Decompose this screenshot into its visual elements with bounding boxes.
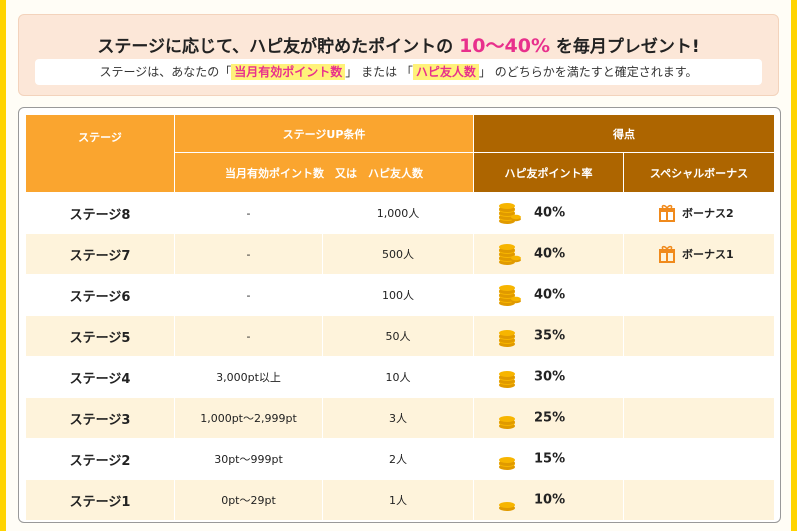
- gift-icon: [658, 204, 676, 222]
- gift-icon: [658, 245, 676, 263]
- subheader-rate: ハピ友ポイント率: [473, 152, 624, 193]
- special-bonus-cell: [623, 315, 775, 357]
- subheader-condition: 当月有効ポイント数 又は ハピ友人数: [174, 152, 474, 193]
- coin-stack-icon: [496, 242, 522, 266]
- table-row: ステージ6-100人 40%: [25, 274, 775, 316]
- column-header-condition: ステージUP条件: [174, 114, 474, 153]
- stage-name: ステージ4: [25, 356, 175, 398]
- points-condition: 1,000pt〜2,999pt: [174, 397, 323, 439]
- table-row: ステージ3 1,000pt〜2,999pt 3人 25%: [25, 397, 775, 439]
- friends-condition: 1人: [322, 479, 474, 521]
- coin-stack-icon: [496, 324, 522, 348]
- points-condition: -: [174, 315, 323, 357]
- point-rate-cell: 40%: [473, 192, 624, 234]
- table-row: ステージ1 0pt〜29pt 1人 10%: [25, 479, 775, 521]
- bonus-label: ボーナス2: [682, 207, 734, 220]
- point-rate-cell: 25%: [473, 397, 624, 439]
- coin-stack-icon: [496, 488, 522, 512]
- column-header-score: 得点: [473, 114, 775, 153]
- note-text: ステージは、あなたの「: [99, 65, 232, 79]
- points-condition: 3,000pt以上: [174, 356, 323, 398]
- point-rate-cell: 40%: [473, 233, 624, 275]
- headline: ステージに応じて、ハピ友が貯めたポイントの 10〜40% を毎月プレゼント!: [19, 31, 778, 58]
- info-banner: ステージに応じて、ハピ友が貯めたポイントの 10〜40% を毎月プレゼント! ス…: [18, 14, 779, 96]
- coin-stack-icon: [496, 447, 522, 471]
- stage-table-card: ステージ ステージUP条件 得点 当月有効ポイント数 又は ハピ友人数 ハピ友ポ…: [18, 107, 781, 523]
- point-rate-cell: 15%: [473, 438, 624, 480]
- point-rate-cell: 40%: [473, 274, 624, 316]
- point-rate: 35%: [534, 328, 566, 344]
- special-bonus-cell: [623, 274, 775, 316]
- table-row: ステージ4 3,000pt以上 10人 30%: [25, 356, 775, 398]
- page: ステージに応じて、ハピ友が貯めたポイントの 10〜40% を毎月プレゼント! ス…: [6, 0, 791, 531]
- special-bonus-cell: ボーナス1: [623, 233, 775, 275]
- point-rate-cell: 35%: [473, 315, 624, 357]
- friends-condition: 50人: [322, 315, 474, 357]
- stage-name: ステージ8: [25, 192, 175, 234]
- highlight-friends: ハピ友人数: [412, 64, 479, 80]
- note-text-mid: 」 または 「: [345, 65, 413, 79]
- point-rate: 40%: [534, 246, 566, 262]
- point-rate: 40%: [534, 205, 566, 221]
- friends-condition: 2人: [322, 438, 474, 480]
- points-condition: 30pt〜999pt: [174, 438, 323, 480]
- point-rate: 10%: [534, 492, 566, 508]
- points-condition: -: [174, 274, 323, 316]
- point-rate: 30%: [534, 369, 566, 385]
- friends-condition: 100人: [322, 274, 474, 316]
- special-bonus-cell: ボーナス2: [623, 192, 775, 234]
- friends-condition: 500人: [322, 233, 474, 275]
- stage-name: ステージ7: [25, 233, 175, 275]
- point-rate-cell: 30%: [473, 356, 624, 398]
- friends-condition: 1,000人: [322, 192, 474, 234]
- special-bonus-cell: [623, 397, 775, 439]
- table-row: ステージ2 30pt〜999pt 2人 15%: [25, 438, 775, 480]
- headline-text-end: を毎月プレゼント!: [549, 37, 700, 57]
- stage-name: ステージ3: [25, 397, 175, 439]
- stage-name: ステージ5: [25, 315, 175, 357]
- stage-name: ステージ2: [25, 438, 175, 480]
- special-bonus-cell: [623, 356, 775, 398]
- stage-table: ステージ ステージUP条件 得点 当月有効ポイント数 又は ハピ友人数 ハピ友ポ…: [25, 114, 775, 521]
- special-bonus-cell: [623, 438, 775, 480]
- bonus-label: ボーナス1: [682, 248, 734, 261]
- headline-text: ステージに応じて、ハピ友が貯めたポイントの: [97, 37, 460, 57]
- special-bonus-cell: [623, 479, 775, 521]
- point-rate: 25%: [534, 410, 566, 426]
- point-rate: 40%: [534, 287, 566, 303]
- highlight-points: 当月有効ポイント数: [231, 64, 346, 80]
- coin-stack-icon: [496, 283, 522, 307]
- points-condition: -: [174, 233, 323, 275]
- point-rate-cell: 10%: [473, 479, 624, 521]
- table-row: ステージ7-500人 40% ボーナス1: [25, 233, 775, 275]
- coin-stack-icon: [496, 201, 522, 225]
- stage-name: ステージ6: [25, 274, 175, 316]
- coin-stack-icon: [496, 365, 522, 389]
- subheader-bonus: スペシャルボーナス: [623, 152, 775, 193]
- column-header-stage: ステージ: [25, 114, 175, 193]
- table-row: ステージ8-1,000人 40% ボーナス2: [25, 192, 775, 234]
- coin-stack-icon: [496, 406, 522, 430]
- note-text-end: 」 のどちらかを満たすと確定されます。: [478, 65, 698, 79]
- stage-name: ステージ1: [25, 479, 175, 521]
- friends-condition: 10人: [322, 356, 474, 398]
- table-row: ステージ5-50人 35%: [25, 315, 775, 357]
- headline-percentage: 10〜40%: [459, 35, 550, 57]
- stage-rule-note: ステージは、あなたの「 当月有効ポイント数」 または 「ハピ友人数」 のどちらかを…: [35, 59, 762, 85]
- point-rate: 15%: [534, 451, 566, 467]
- points-condition: 0pt〜29pt: [174, 479, 323, 521]
- friends-condition: 3人: [322, 397, 474, 439]
- points-condition: -: [174, 192, 323, 234]
